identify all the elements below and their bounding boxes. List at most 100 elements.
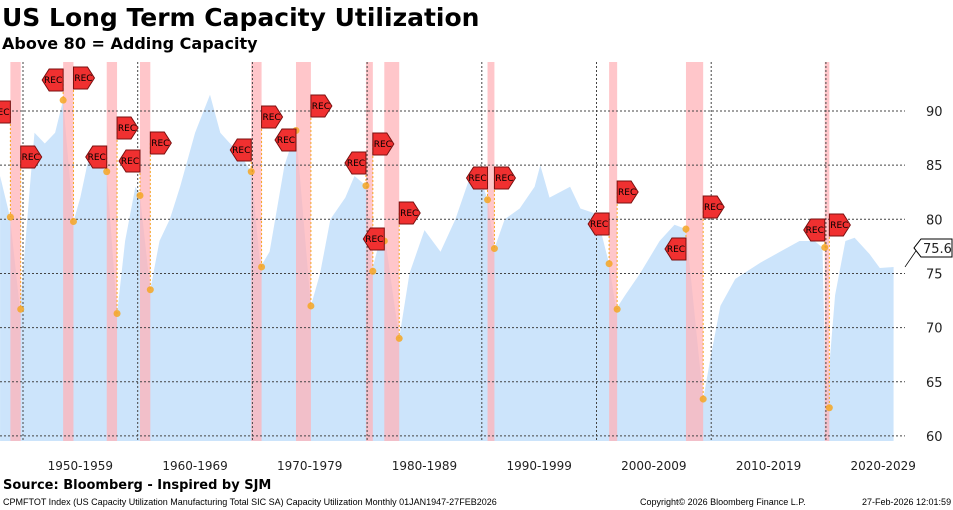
trough-dot bbox=[395, 334, 403, 342]
peak-dot bbox=[247, 168, 255, 176]
rec-flag-label: REC bbox=[74, 74, 92, 84]
y-tick-label: 65 bbox=[926, 376, 943, 391]
rec-flag-label: REC bbox=[618, 188, 636, 198]
rec-flag-start bbox=[118, 149, 141, 173]
recession-band bbox=[251, 62, 262, 441]
rec-flag-label: REC bbox=[118, 124, 136, 134]
rec-flag-label: REC bbox=[151, 139, 169, 149]
recession-band bbox=[10, 62, 21, 441]
copyright: Copyright© 2026 Bloomberg Finance L.P. bbox=[640, 497, 806, 507]
rec-flag-end bbox=[20, 145, 43, 169]
rec-flag-start bbox=[664, 237, 687, 261]
source-note: Source: Bloomberg - Inspired by SJM bbox=[3, 478, 272, 493]
y-tick-label: 80 bbox=[926, 213, 943, 228]
recession-band bbox=[106, 62, 118, 441]
peak-dot bbox=[59, 96, 67, 104]
rec-flag-start bbox=[229, 138, 252, 162]
rec-flag-end bbox=[828, 213, 851, 237]
peak-dot bbox=[682, 225, 690, 233]
rec-flag-end bbox=[493, 166, 517, 190]
rec-flag-label: REC bbox=[374, 140, 392, 150]
rec-flag-start bbox=[274, 128, 297, 152]
rec-flag-end bbox=[261, 105, 284, 129]
rec-flag-end bbox=[116, 116, 139, 140]
recession-band bbox=[487, 62, 495, 441]
peak-dot bbox=[6, 213, 14, 221]
trough-dot bbox=[307, 302, 315, 310]
rec-flag-label: REC bbox=[22, 153, 40, 163]
peak-dot bbox=[605, 260, 613, 268]
rec-flag-start bbox=[0, 100, 11, 124]
rec-flag-end bbox=[616, 180, 639, 204]
trough-dot bbox=[258, 263, 266, 271]
rec-flag-label: REC bbox=[121, 157, 139, 167]
x-tick-label: 2020-2029 bbox=[851, 459, 916, 473]
rec-flag-label: REC bbox=[704, 203, 722, 213]
y-tick-label: 90 bbox=[926, 105, 943, 120]
peak-dot bbox=[484, 196, 492, 204]
trough-dot bbox=[490, 245, 498, 253]
rec-flag-label: REC bbox=[830, 221, 848, 231]
last-value-label: 75.6 bbox=[923, 242, 952, 257]
utilization-area bbox=[0, 94, 894, 442]
rec-flag-end bbox=[149, 131, 172, 155]
trough-dot bbox=[69, 217, 77, 225]
y-tick-label: 85 bbox=[926, 159, 943, 174]
rec-flag-label: REC bbox=[44, 76, 62, 86]
y-tick-label: 60 bbox=[926, 430, 943, 445]
rec-flag-label: REC bbox=[590, 220, 608, 230]
trough-dot bbox=[17, 305, 25, 313]
peak-dot bbox=[821, 243, 829, 251]
y-tick-label: 75 bbox=[926, 267, 943, 282]
x-tick-label: 1970-1979 bbox=[277, 459, 342, 473]
rec-flag-label: REC bbox=[365, 235, 383, 245]
trough-dot bbox=[146, 286, 154, 294]
peak-dot bbox=[103, 168, 111, 176]
trough-dot bbox=[825, 404, 833, 412]
rec-flag-label: REC bbox=[468, 174, 486, 184]
x-tick-label: 1980-1989 bbox=[392, 459, 457, 473]
recession-band bbox=[384, 62, 400, 441]
peak-dot bbox=[136, 191, 144, 199]
recession-band bbox=[685, 62, 704, 441]
x-tick-label: 1960-1969 bbox=[162, 459, 227, 473]
peak-dot bbox=[362, 182, 370, 190]
rec-flag-label: REC bbox=[312, 102, 330, 112]
x-tick-label: 1990-1999 bbox=[506, 459, 571, 473]
rec-flag-end bbox=[372, 132, 395, 156]
recession-band bbox=[824, 62, 830, 441]
rec-flag-end bbox=[398, 201, 421, 225]
rec-flag-start bbox=[85, 145, 108, 169]
recession-band bbox=[295, 62, 311, 441]
rec-flag-start bbox=[587, 212, 610, 236]
rec-flag-start bbox=[803, 218, 826, 242]
rec-flag-start bbox=[344, 151, 367, 175]
x-tick-label: 1950-1959 bbox=[48, 459, 113, 473]
rec-flag-label: REC bbox=[0, 108, 10, 118]
rec-flag-end bbox=[72, 66, 96, 90]
trough-dot bbox=[113, 310, 121, 318]
rec-flag-label: REC bbox=[262, 113, 280, 123]
chart-title: US Long Term Capacity Utilization bbox=[2, 3, 480, 32]
rec-flag-end bbox=[702, 195, 725, 219]
x-tick-label: 2010-2019 bbox=[736, 459, 801, 473]
recession-band bbox=[139, 62, 151, 441]
recession-band bbox=[609, 62, 618, 441]
trough-dot bbox=[369, 267, 377, 275]
rec-flag-label: REC bbox=[88, 153, 106, 163]
rec-flag-label: REC bbox=[232, 146, 250, 156]
rec-flag-start bbox=[41, 68, 64, 92]
rec-flag-label: REC bbox=[495, 174, 513, 184]
rec-flag-label: REC bbox=[806, 226, 824, 236]
timestamp: 27-Feb-2026 12:01:59 bbox=[862, 497, 952, 507]
trough-dot bbox=[613, 305, 621, 313]
trough-dot bbox=[699, 395, 707, 403]
rec-flag-end bbox=[310, 94, 333, 118]
rec-flag-label: REC bbox=[667, 245, 685, 255]
recession-band bbox=[365, 62, 373, 441]
chart-subtitle: Above 80 = Adding Capacity bbox=[2, 34, 258, 53]
rec-flag-label: REC bbox=[400, 209, 418, 219]
series-description: CPMFTOT Index (US Capacity Utilization M… bbox=[3, 497, 497, 507]
